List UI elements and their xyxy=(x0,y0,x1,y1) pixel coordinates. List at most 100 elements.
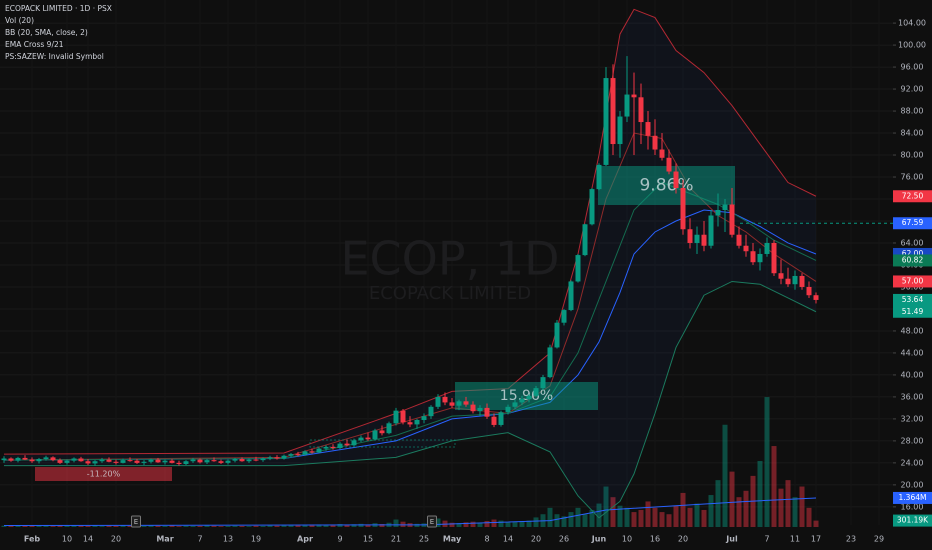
x-tick-label: Apr xyxy=(297,535,313,544)
candle-body xyxy=(575,255,581,282)
plot-area: 9.86%15.96%-11.20%EE xyxy=(1,8,893,528)
volume-bar xyxy=(337,524,343,527)
volume-bar xyxy=(274,525,280,527)
volume-bar xyxy=(302,524,308,527)
candle-body xyxy=(1,458,7,461)
indicator-line xyxy=(3,8,817,455)
volume-bar xyxy=(218,526,224,527)
candle-body xyxy=(603,78,609,165)
candle-body xyxy=(484,407,490,417)
candle-body xyxy=(722,204,728,210)
candle-body xyxy=(582,224,588,256)
volume-bar xyxy=(365,524,371,527)
volume-bar xyxy=(666,514,672,527)
candle-body xyxy=(169,460,175,463)
x-tick-label: 29 xyxy=(874,535,884,544)
volume-bar xyxy=(631,512,637,527)
y-tick-label: 88.00 xyxy=(901,107,924,116)
volume-ma-line xyxy=(3,497,817,527)
candle-body xyxy=(617,116,623,145)
volume-bar xyxy=(351,524,357,527)
candle-body xyxy=(512,402,518,407)
candle-body xyxy=(729,204,735,235)
volume-bar xyxy=(680,492,686,527)
volume-bar xyxy=(50,526,56,527)
x-tick-label: Jul xyxy=(725,535,738,544)
volume-bar xyxy=(659,512,665,527)
volume-bar xyxy=(36,525,42,527)
volume-bar xyxy=(211,525,217,527)
symbol-title[interactable]: ECOPACK LIMITED · 1D · PSX xyxy=(5,4,112,13)
candle-body xyxy=(316,448,322,453)
watermark-ticker: ECOP, 1D xyxy=(340,232,559,286)
candle-body xyxy=(673,171,679,189)
volume-bar xyxy=(554,514,560,527)
y-tick-label: 16.00 xyxy=(901,502,924,511)
candle-body xyxy=(260,458,266,461)
price-marker-label: 53.64 xyxy=(902,295,924,304)
volume-bar xyxy=(582,514,588,527)
candle-body xyxy=(519,399,525,403)
candle-body xyxy=(442,396,448,403)
volume-bar xyxy=(57,525,63,527)
indicator-label[interactable]: PS:SAZEW: Invalid Symbol xyxy=(5,52,104,61)
candle-body xyxy=(799,275,805,287)
candle-body xyxy=(99,459,105,462)
y-tick-label: 28.00 xyxy=(901,436,924,445)
candle-body xyxy=(792,275,798,285)
price-marker-label: 57.00 xyxy=(902,276,924,285)
indicator-label[interactable]: Vol (20) xyxy=(5,16,34,25)
volume-bar xyxy=(260,525,266,527)
candle-body xyxy=(141,461,147,463)
candle-body xyxy=(78,458,84,462)
candle-body xyxy=(568,281,574,311)
volume-bar xyxy=(85,525,91,527)
candle-body xyxy=(449,402,455,406)
volume-bar xyxy=(764,397,770,527)
indicator-label[interactable]: EMA Cross 9/21 xyxy=(5,40,64,49)
volume-bar xyxy=(610,497,616,527)
measure-box xyxy=(309,439,456,448)
volume-bar xyxy=(477,522,483,527)
x-tick-label: 14 xyxy=(83,535,93,544)
volume-bar xyxy=(785,480,791,527)
x-tick-label: 26 xyxy=(559,535,569,544)
volume-bar xyxy=(722,424,728,527)
price-marker xyxy=(893,305,932,318)
indicator-label[interactable]: BB (20, SMA, close, 2) xyxy=(5,28,88,37)
x-tick-label: 8 xyxy=(484,535,489,544)
candle-body xyxy=(428,406,434,417)
candle-body xyxy=(708,215,714,246)
candle-body xyxy=(232,459,238,461)
candle-body xyxy=(407,422,413,425)
volume-bar xyxy=(813,520,819,527)
x-tick-label: 25 xyxy=(419,535,429,544)
volume-bar xyxy=(456,523,462,527)
volume-bar xyxy=(379,524,385,527)
candle-body xyxy=(610,78,616,145)
candle-body xyxy=(43,457,49,460)
x-tick-label: 15 xyxy=(363,535,373,544)
candle-body xyxy=(190,459,196,462)
candle-body xyxy=(491,416,497,425)
measure-box xyxy=(35,467,172,481)
candle-body xyxy=(302,451,308,455)
price-marker-label: 51.49 xyxy=(902,307,924,316)
x-tick-label: Feb xyxy=(24,535,41,544)
x-tick-label: 23 xyxy=(846,535,856,544)
candle-body xyxy=(652,135,658,150)
candle-body xyxy=(379,430,385,434)
volume-bar xyxy=(400,521,406,527)
candle-body xyxy=(365,437,371,440)
price-marker-label: 1.364M xyxy=(899,493,927,502)
volume-bar xyxy=(204,525,210,527)
candle-body xyxy=(694,234,700,243)
earnings-marker xyxy=(427,515,437,528)
volume-bar xyxy=(169,525,175,527)
volume-bar xyxy=(729,471,735,527)
volume-bar xyxy=(743,490,749,527)
candle-body xyxy=(813,295,819,300)
volume-bar xyxy=(463,522,469,527)
volume-bar xyxy=(799,486,805,527)
earnings-label: E xyxy=(430,518,434,526)
